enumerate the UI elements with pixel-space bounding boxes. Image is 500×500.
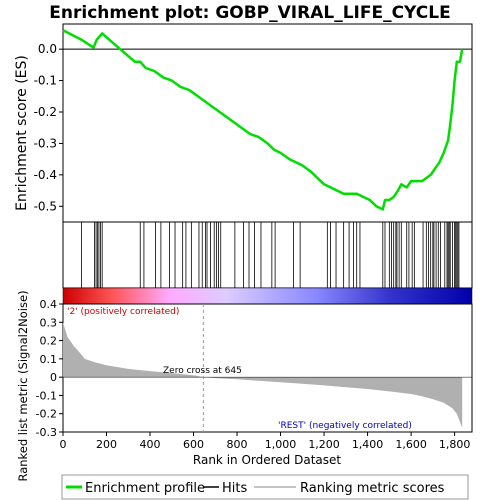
- es-axis-label: Enrichment score (ES): [14, 55, 30, 211]
- es-y-tick-label: 0.0: [38, 42, 57, 56]
- es-y-tick-label: -0.3: [34, 136, 57, 150]
- legend-hits-label: Hits: [222, 481, 247, 496]
- metric-plot-frame: [62, 303, 473, 433]
- chart-title: Enrichment plot: GOBP_VIRAL_LIFE_CYCLE: [49, 3, 450, 23]
- x-tick-label: 1,600: [395, 438, 427, 451]
- x-tick-label: 400: [140, 438, 161, 451]
- heatmap-panel: [62, 287, 473, 305]
- hits-frame: [62, 221, 473, 289]
- hits-panel: [62, 221, 473, 289]
- pos-correlated-label: '2' (positively correlated): [67, 307, 179, 317]
- x-tick-label: 1,000: [265, 438, 297, 451]
- metric-y-tick-label: 0: [50, 371, 57, 384]
- metric-y-tick-label: 0.2: [40, 335, 58, 348]
- es-y-tick-label: -0.4: [34, 168, 57, 182]
- x-tick-label: 1,200: [308, 438, 340, 451]
- es-y-tick-label: -0.5: [34, 199, 57, 213]
- metric-y-tick-label: -0.1: [36, 389, 57, 402]
- ranking-metric-area: [63, 322, 463, 429]
- es-y-tick-label: -0.1: [34, 74, 57, 88]
- metric-y-tick-label: -0.2: [36, 408, 57, 421]
- neg-correlated-label: 'REST' (negatively correlated): [278, 421, 412, 431]
- zero-cross-label: Zero cross at 645: [163, 366, 242, 376]
- enrichment-profile-line: [62, 29, 464, 211]
- metric-y-tick-label: 0.1: [40, 353, 58, 366]
- es-panel: 0.0 -0.1 -0.2 -0.3 -0.4 -0.5: [34, 23, 473, 223]
- x-tick-label: 200: [96, 438, 117, 451]
- x-tick-label: 800: [227, 438, 248, 451]
- metric-y-tick-label: -0.3: [36, 426, 57, 439]
- x-tick-label: 1,400: [352, 438, 384, 451]
- metric-y-tick-label: 0.4: [40, 298, 58, 311]
- metric-axis-label: Ranked list metric (Signal2Noise): [16, 290, 30, 481]
- metric-panel: 0.40.30.20.10-0.1-0.2-0.30 200 400 600 800 1,…: [36, 298, 473, 451]
- x-tick-label: 0: [60, 438, 67, 451]
- metric-y-tick-label: 0.3: [40, 316, 58, 329]
- x-axis-label: Rank in Ordered Dataset: [193, 453, 341, 467]
- legend: Enrichment profile Hits Ranking metric s…: [61, 474, 469, 500]
- legend-enrichment-label: Enrichment profile: [85, 481, 205, 496]
- es-y-tick-label: -0.2: [34, 105, 57, 119]
- x-tick-label: 600: [183, 438, 204, 451]
- x-tick-label: 1,800: [439, 438, 471, 451]
- legend-metric-label: Ranking metric scores: [300, 481, 445, 496]
- heatmap-bar: [62, 287, 473, 305]
